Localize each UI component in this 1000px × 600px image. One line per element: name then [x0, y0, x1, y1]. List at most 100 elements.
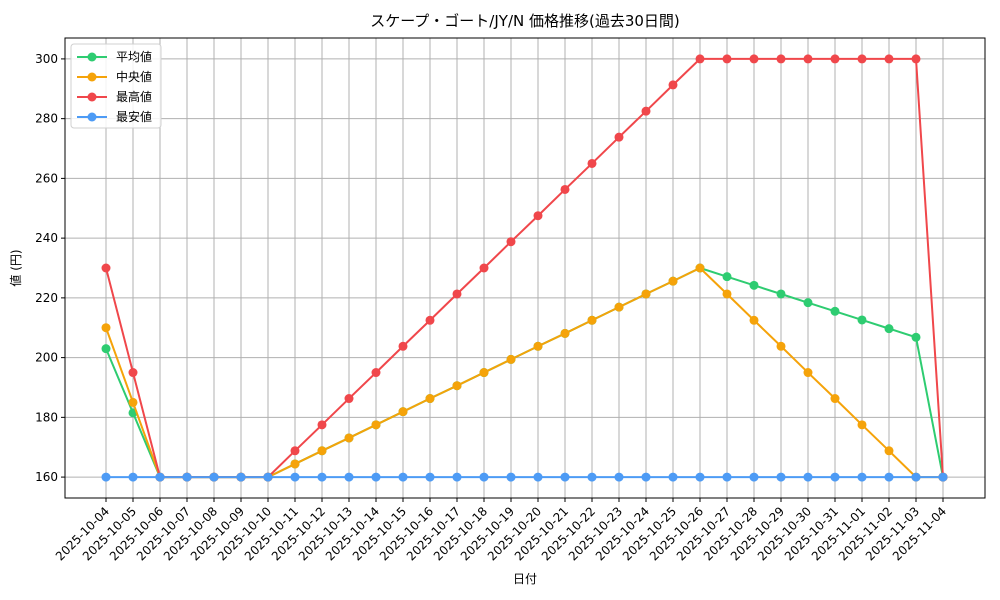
- series-path: [105, 266, 944, 479]
- data-point-marker: [452, 472, 462, 482]
- legend-item: 平均値: [77, 49, 152, 64]
- data-point-marker: [911, 472, 921, 482]
- data-point-marker: [344, 433, 354, 443]
- plot-frame: [64, 37, 986, 499]
- data-point-marker: [506, 472, 516, 482]
- data-point-marker: [425, 472, 435, 482]
- data-point-marker: [128, 472, 138, 482]
- data-point-marker: [263, 472, 273, 482]
- data-point-marker: [290, 472, 300, 482]
- data-point-marker: [317, 472, 327, 482]
- data-point-marker: [857, 420, 867, 430]
- data-point-marker: [452, 289, 462, 299]
- y-tick-label: 160: [35, 470, 58, 484]
- legend-marker-icon: [87, 112, 97, 122]
- data-point-marker: [776, 341, 786, 351]
- data-point-marker: [722, 272, 732, 282]
- y-axis-ticks: 160 180 200 220 240 260 280 300: [35, 52, 65, 484]
- data-point-marker: [857, 54, 867, 64]
- data-point-marker: [776, 54, 786, 64]
- data-point-marker: [425, 394, 435, 404]
- data-point-marker: [290, 446, 300, 456]
- y-tick-label: 220: [35, 291, 58, 305]
- legend-item: 最安値: [77, 109, 152, 124]
- data-point-marker: [101, 263, 111, 273]
- y-tick-label: 280: [35, 112, 58, 126]
- data-point-marker: [614, 472, 624, 482]
- data-point-marker: [479, 368, 489, 378]
- data-point-marker: [533, 211, 543, 221]
- data-point-marker: [668, 472, 678, 482]
- legend-label: 最安値: [116, 109, 152, 124]
- data-point-marker: [398, 341, 408, 351]
- data-point-marker: [371, 472, 381, 482]
- legend-item: 中央値: [77, 69, 152, 84]
- data-point-marker: [425, 315, 435, 325]
- legend-label: 平均値: [116, 49, 152, 64]
- data-point-marker: [587, 315, 597, 325]
- data-point-marker: [722, 54, 732, 64]
- legend-marker-icon: [87, 72, 97, 82]
- data-point-marker: [668, 276, 678, 286]
- y-tick-label: 200: [35, 351, 58, 365]
- data-point-marker: [722, 472, 732, 482]
- data-point-marker: [722, 289, 732, 299]
- x-axis-label: 日付: [513, 572, 537, 586]
- series-path: [105, 266, 943, 479]
- data-point-marker: [884, 446, 894, 456]
- data-point-marker: [641, 289, 651, 299]
- data-point-marker: [101, 344, 111, 354]
- y-tick-label: 260: [35, 171, 58, 185]
- data-point-marker: [749, 315, 759, 325]
- data-point-marker: [749, 280, 759, 290]
- data-point-marker: [830, 306, 840, 316]
- data-point-marker: [587, 158, 597, 168]
- y-tick-label: 300: [35, 52, 58, 66]
- data-point-marker: [884, 54, 894, 64]
- data-point-marker: [101, 472, 111, 482]
- data-point-marker: [371, 368, 381, 378]
- data-point-marker: [830, 472, 840, 482]
- data-point-marker: [938, 472, 948, 482]
- data-point-marker: [776, 472, 786, 482]
- series-path: [105, 57, 944, 479]
- data-point-marker: [317, 420, 327, 430]
- data-point-marker: [344, 394, 354, 404]
- data-point-marker: [641, 106, 651, 116]
- legend-item: 最高値: [77, 89, 152, 104]
- data-point-marker: [560, 472, 570, 482]
- data-point-marker: [695, 54, 705, 64]
- data-point-marker: [830, 394, 840, 404]
- data-point-marker: [587, 472, 597, 482]
- y-axis-label: 値 (円): [8, 249, 23, 286]
- data-point-marker: [533, 472, 543, 482]
- data-point-marker: [398, 472, 408, 482]
- data-point-marker: [884, 472, 894, 482]
- data-point-marker: [128, 397, 138, 407]
- data-point-marker: [857, 315, 867, 325]
- data-point-marker: [695, 263, 705, 273]
- data-point-marker: [803, 472, 813, 482]
- data-point-marker: [749, 54, 759, 64]
- data-point-marker: [641, 472, 651, 482]
- data-point-marker: [830, 54, 840, 64]
- legend-marker-icon: [87, 52, 97, 62]
- data-point-marker: [236, 472, 246, 482]
- grid-lines: [65, 38, 985, 498]
- data-point-marker: [560, 328, 570, 338]
- data-point-marker: [479, 263, 489, 273]
- data-point-marker: [290, 459, 300, 469]
- x-axis-ticks: 2025-10-042025-10-052025-10-062025-10-07…: [53, 498, 949, 563]
- data-point-marker: [695, 472, 705, 482]
- data-point-marker: [614, 302, 624, 312]
- data-point-marker: [668, 80, 678, 90]
- data-point-marker: [776, 289, 786, 299]
- data-point-marker: [452, 381, 462, 391]
- data-point-marker: [371, 420, 381, 430]
- series-line: [101, 472, 948, 482]
- data-point-marker: [803, 368, 813, 378]
- legend-label: 中央値: [116, 69, 152, 84]
- data-point-marker: [803, 298, 813, 308]
- series-line: [101, 263, 948, 482]
- y-tick-label: 240: [35, 231, 58, 245]
